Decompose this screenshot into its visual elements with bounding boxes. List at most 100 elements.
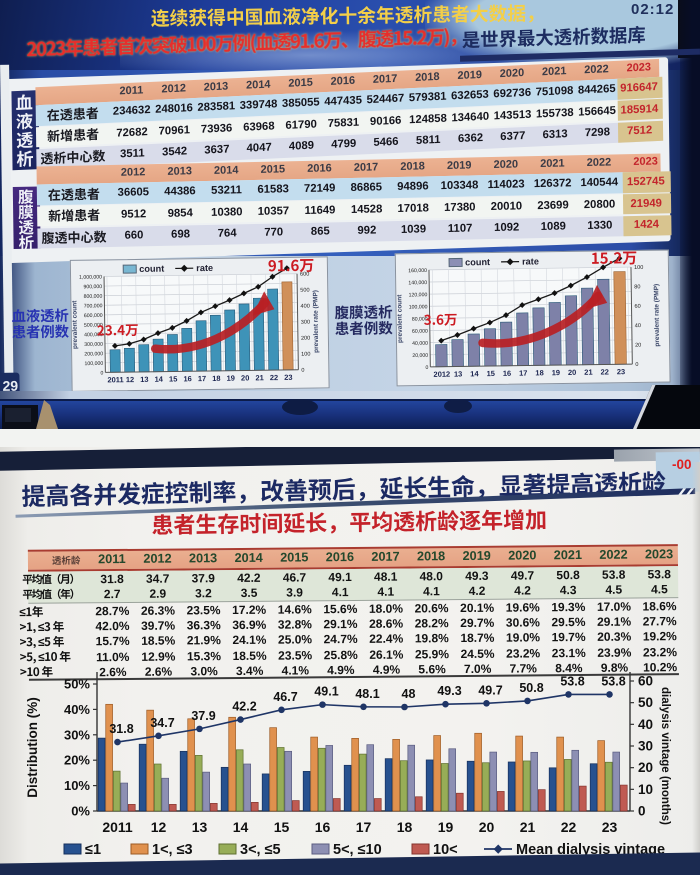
- svg-text:200: 200: [301, 336, 310, 342]
- svg-text:17: 17: [198, 374, 206, 383]
- svg-text:17: 17: [519, 369, 527, 378]
- svg-text:13: 13: [192, 819, 208, 835]
- svg-text:Distribution (%): Distribution (%): [25, 697, 40, 798]
- svg-text:prevalent count: prevalent count: [71, 300, 79, 349]
- svg-text:30%: 30%: [64, 727, 90, 742]
- svg-text:22: 22: [270, 373, 278, 382]
- svg-text:0%: 0%: [71, 804, 90, 819]
- svg-text:1,000,000: 1,000,000: [79, 274, 102, 280]
- svg-text:12: 12: [126, 375, 134, 384]
- svg-text:100: 100: [301, 352, 310, 358]
- svg-text:34.7: 34.7: [150, 716, 174, 730]
- svg-text:13: 13: [140, 375, 148, 384]
- svg-text:600: 600: [300, 272, 309, 278]
- svg-text:0: 0: [301, 368, 304, 374]
- svg-text:49.3: 49.3: [437, 684, 461, 698]
- svg-text:2012: 2012: [433, 370, 450, 379]
- svg-text:120,000: 120,000: [409, 292, 428, 298]
- svg-text:16: 16: [183, 374, 191, 383]
- svg-text:20: 20: [638, 760, 653, 775]
- svg-text:2011: 2011: [102, 819, 133, 835]
- svg-text:21: 21: [520, 819, 536, 835]
- svg-text:80: 80: [634, 284, 640, 290]
- svg-text:0: 0: [638, 804, 646, 819]
- svg-text:40%: 40%: [64, 702, 90, 717]
- svg-text:15: 15: [274, 819, 290, 835]
- svg-text:10%: 10%: [64, 778, 90, 793]
- svg-text:400,000: 400,000: [84, 332, 103, 338]
- svg-text:42.2: 42.2: [232, 700, 256, 714]
- svg-text:17: 17: [356, 819, 372, 835]
- svg-text:12: 12: [151, 819, 167, 835]
- svg-text:rate: rate: [196, 263, 213, 273]
- svg-text:60: 60: [634, 304, 640, 310]
- svg-text:49.1: 49.1: [314, 685, 338, 699]
- svg-text:10<: 10<: [433, 842, 458, 858]
- svg-text:20%: 20%: [64, 753, 90, 768]
- svg-text:3<, ≤5: 3<, ≤5: [240, 842, 281, 858]
- svg-text:19: 19: [438, 819, 454, 835]
- svg-text:60,000: 60,000: [412, 329, 428, 335]
- svg-text:dialysis vintage (months): dialysis vintage (months): [659, 687, 671, 825]
- svg-text:400: 400: [300, 304, 309, 310]
- svg-text:1<, ≤3: 1<, ≤3: [152, 842, 193, 858]
- svg-text:14: 14: [233, 819, 249, 835]
- svg-text:200,000: 200,000: [84, 351, 103, 357]
- svg-text:rate: rate: [522, 256, 539, 266]
- svg-text:14: 14: [470, 369, 479, 378]
- svg-text:21: 21: [255, 373, 263, 382]
- svg-text:20: 20: [568, 368, 576, 377]
- svg-text:20,000: 20,000: [412, 353, 428, 359]
- svg-text:48: 48: [402, 687, 416, 701]
- svg-text:40: 40: [635, 323, 641, 329]
- svg-text:20: 20: [241, 373, 249, 382]
- svg-text:22: 22: [561, 819, 577, 835]
- svg-text:16: 16: [503, 369, 511, 378]
- svg-text:50%: 50%: [64, 677, 90, 692]
- svg-text:22: 22: [600, 367, 608, 376]
- svg-text:prevalent rate (PMP): prevalent rate (PMP): [312, 290, 320, 353]
- svg-text:700,000: 700,000: [84, 303, 103, 309]
- svg-text:100,000: 100,000: [409, 304, 428, 310]
- svg-text:≤1: ≤1: [85, 842, 101, 858]
- svg-text:18: 18: [535, 368, 543, 377]
- svg-text:46.7: 46.7: [273, 690, 297, 704]
- svg-text:0: 0: [425, 365, 428, 371]
- svg-text:20: 20: [635, 343, 641, 349]
- svg-text:14: 14: [155, 375, 164, 384]
- svg-text:80,000: 80,000: [412, 316, 428, 322]
- svg-text:140,000: 140,000: [408, 280, 427, 286]
- svg-text:21: 21: [584, 368, 592, 377]
- svg-text:31.8: 31.8: [109, 722, 133, 736]
- svg-text:300: 300: [301, 320, 310, 326]
- svg-text:prevalent rate (PMP): prevalent rate (PMP): [653, 284, 661, 347]
- svg-text:30: 30: [638, 739, 653, 754]
- svg-text:15: 15: [486, 369, 494, 378]
- svg-text:19: 19: [227, 374, 235, 383]
- svg-text:23: 23: [617, 367, 625, 376]
- svg-text:53.8: 53.8: [560, 674, 584, 688]
- svg-text:100,000: 100,000: [84, 361, 103, 367]
- svg-text:40,000: 40,000: [412, 341, 428, 347]
- svg-text:2011: 2011: [107, 375, 123, 384]
- svg-text:500: 500: [300, 288, 309, 294]
- svg-text:53.8: 53.8: [601, 674, 625, 688]
- svg-text:13: 13: [454, 369, 462, 378]
- svg-text:49.7: 49.7: [478, 683, 502, 697]
- svg-text:count: count: [465, 257, 490, 267]
- svg-text:800,000: 800,000: [84, 294, 103, 300]
- svg-text:0: 0: [635, 362, 638, 368]
- svg-text:100: 100: [634, 265, 643, 271]
- svg-text:50: 50: [638, 695, 653, 710]
- svg-text:23: 23: [284, 373, 292, 382]
- svg-text:40: 40: [638, 717, 653, 732]
- svg-text:5<, ≤10: 5<, ≤10: [333, 842, 382, 858]
- svg-text:18: 18: [212, 374, 220, 383]
- svg-text:18: 18: [397, 819, 413, 835]
- svg-text:15: 15: [169, 374, 177, 383]
- svg-text:23: 23: [602, 819, 618, 835]
- svg-text:37.9: 37.9: [191, 709, 215, 723]
- svg-text:19: 19: [552, 368, 560, 377]
- svg-text:50.8: 50.8: [519, 681, 543, 695]
- svg-text:160,000: 160,000: [408, 268, 427, 274]
